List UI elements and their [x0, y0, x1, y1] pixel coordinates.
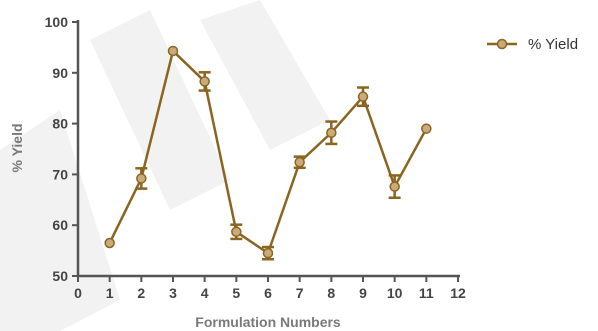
y-tick-label: 50 [52, 268, 68, 284]
legend: % Yield [487, 36, 578, 53]
data-point [199, 76, 210, 87]
legend-marker [496, 38, 508, 50]
data-point [167, 45, 179, 57]
x-tick-label: 1 [106, 285, 114, 301]
y-axis-title: % Yield [9, 123, 25, 172]
y-ticks: 50 60 70 80 90 100 [45, 14, 78, 284]
x-tick-label: 12 [450, 285, 466, 301]
x-tick-label: 4 [201, 285, 209, 301]
data-point [326, 127, 337, 138]
x-tick-label: 8 [327, 285, 335, 301]
y-tick-label: 80 [52, 116, 68, 132]
watermark [0, 0, 330, 331]
y-tick-label: 60 [52, 217, 68, 233]
y-tick-label: 70 [52, 166, 68, 182]
data-point [294, 156, 305, 168]
y-tick-label: 100 [45, 14, 69, 30]
x-tick-label: 2 [137, 285, 145, 301]
x-tick-label: 3 [169, 285, 177, 301]
data-point [389, 181, 400, 192]
data-point [104, 237, 115, 249]
x-tick-label: 6 [264, 285, 272, 301]
x-tick-label: 0 [74, 285, 82, 301]
x-tick-label: 11 [419, 285, 434, 301]
x-ticks: 0 1 2 3 4 5 6 7 8 9 10 11 12 [74, 276, 466, 301]
data-point [262, 247, 274, 259]
x-tick-label: 5 [232, 285, 240, 301]
x-axis-title: Formulation Numbers [195, 314, 341, 330]
y-tick-label: 90 [52, 65, 68, 81]
data-point [231, 226, 242, 238]
data-point [136, 173, 147, 184]
data-point [421, 123, 432, 134]
data-point [357, 91, 369, 102]
legend-label: % Yield [528, 36, 578, 53]
x-tick-label: 7 [296, 285, 304, 301]
x-tick-label: 10 [387, 285, 403, 301]
series-yield [104, 45, 432, 261]
x-tick-label: 9 [359, 285, 367, 301]
